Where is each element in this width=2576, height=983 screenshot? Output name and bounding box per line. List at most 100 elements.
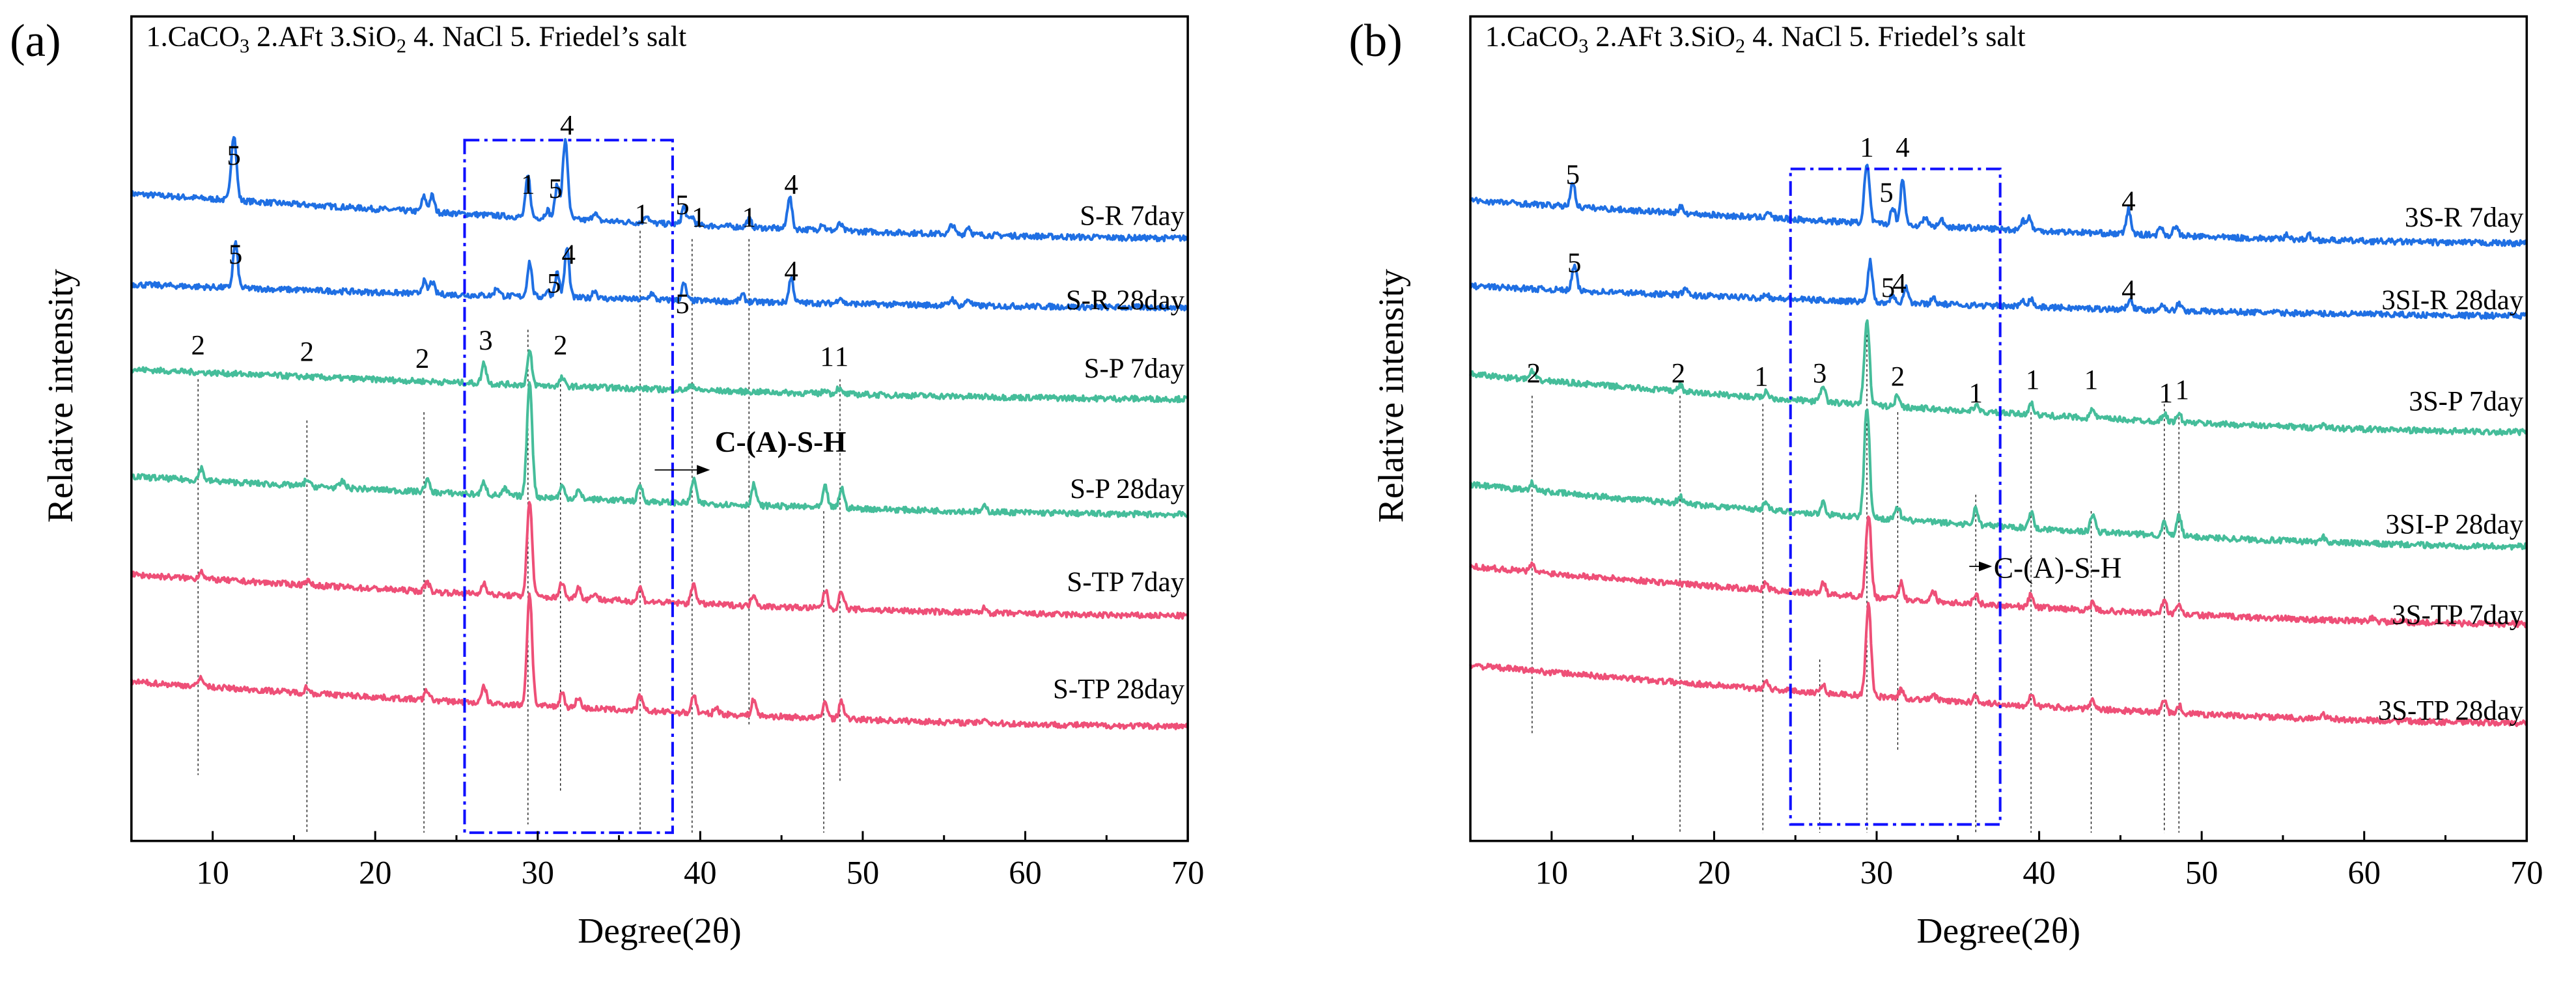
series-line-s-r-7day [130,135,1189,243]
csh-annotation: C-(A)-S-H [715,426,847,458]
peak-label: 4 [2121,275,2135,306]
panel-a: S-R 7day S-R 28day S-P 7day S-P 28day S-TP 7… [10,15,1204,951]
peak-label: 1 [521,170,535,201]
peak-label: 5 [1881,273,1895,303]
peak-label: 1 [2084,365,2098,396]
peak-label: 5 [547,269,561,299]
series-line-s-tp-7day [130,501,1188,620]
x-tick-label: 40 [684,854,716,891]
x-tick-label: 20 [1698,854,1730,891]
peak-label: 5 [227,141,240,171]
x-tick-label: 50 [847,854,879,891]
peak-label: 5 [1566,159,1580,190]
x-tick-label: 40 [2023,854,2055,891]
legend-text: 4. NaCl 5. Friedel’s salt [406,21,686,53]
legend-subscript: 3 [1578,35,1588,57]
peak-label: 2 [1891,362,1905,393]
csh-annotation: C-(A)-S-H [1994,552,2122,585]
legend-subscript: 2 [397,35,406,57]
x-tick-label: 60 [1009,854,1041,891]
series-label: S-P 7day [1084,353,1185,384]
x-tick-label: 10 [1535,854,1568,891]
peak-label: 2 [1672,359,1685,389]
series-line-3si-p-28day [1469,408,2528,551]
x-axis-title: Degree(2θ) [1916,911,2080,951]
x-tick-label: 70 [2510,854,2543,891]
peak-label: 1 [692,202,705,233]
series-label: S-R 28day [1066,285,1185,316]
x-tick-label: 10 [196,854,229,891]
series-line-3s-tp-7day [1469,515,2528,629]
peak-label: 2 [553,331,567,361]
series-label: S-TP 28day [1053,674,1185,705]
legend-text: 1.CaCO [1485,21,1578,53]
plot-frame [1469,15,2528,842]
series-label: 3S-TP 7day [2392,600,2524,631]
series-line-3s-tp-28day [1469,602,2528,727]
series-label: S-TP 7day [1067,567,1184,598]
compound-legend: 1.CaCO3 2.AFt 3.SiO2 4. NaCl 5. Friedel’… [1485,21,2026,57]
x-tick-label: 30 [522,854,554,891]
peak-label: 1 [1860,133,1873,163]
series-line-3s-p-7day [1469,319,2528,436]
peak-label: 2 [1527,359,1541,389]
series-line-3s-r-7day [1469,163,2528,247]
peak-label: 1 [742,202,756,233]
series-label: S-P 28day [1070,474,1184,505]
peak-label: 3 [479,325,492,356]
peak-label: 3 [1813,359,1827,389]
series-label: 3S-R 7day [2405,202,2524,233]
peak-label: 4 [784,256,798,287]
series-line-s-r-28day [130,240,1189,312]
x-tick-label: 30 [1860,854,1893,891]
series-line-s-p-7day [130,349,1188,404]
legend-subscript: 2 [1735,35,1745,57]
panel-label: (b) [1349,16,1402,66]
highlight-box [1789,167,2002,826]
arrowhead-icon [697,465,710,475]
peak-label: 5 [675,289,689,320]
y-axis-title: Relative intensity [41,269,81,523]
peak-label: 1 [1754,362,1768,393]
highlight-box [463,139,674,835]
series-label: 3S-TP 28day [2378,696,2524,727]
peak-label: 1 [2026,365,2039,396]
y-axis-title: Relative intensity [1372,269,1412,523]
peak-label: 4 [1892,269,1906,299]
x-axis-title: Degree(2θ) [578,911,742,951]
peak-label: 2 [300,337,314,368]
compound-legend: 1.CaCO3 2.AFt 3.SiO2 4. NaCl 5. Friedel’… [147,21,687,57]
x-tick-label: 60 [2348,854,2381,891]
panel-b: 3S-R 7day 3SI-R 28day 3S-P 7day 3SI-P 28day… [1349,15,2543,951]
legend-text: 2.AFt 3.SiO [1588,21,1735,53]
panel-label: (a) [10,16,61,66]
series-line-s-tp-28day [130,592,1189,730]
peak-label: 4 [560,110,574,141]
x-tick-label: 20 [359,854,391,891]
peak-label: 2 [415,344,429,374]
peak-label: 4 [784,170,798,201]
legend-subscript: 3 [240,35,249,57]
series-label: 3S-P 7day [2409,387,2523,417]
series-line-s-p-28day [130,381,1188,519]
series-line-3si-r-28day [1469,257,2527,320]
peak-label: 5 [1567,248,1581,279]
peak-label: 4 [2121,186,2135,217]
x-tick-label: 70 [1171,854,1204,891]
peak-label: 4 [561,240,575,270]
legend-text: 1.CaCO [147,21,240,53]
peak-label: 1 [635,199,649,230]
arrowhead-icon [1979,561,1993,572]
peak-label: 1 [835,342,848,372]
peak-label: 1 [1969,378,1983,409]
legend-text: 2.AFt 3.SiO [249,21,397,53]
peak-label: 2 [191,331,204,361]
peak-label: 1 [2159,378,2173,409]
series-label: 3SI-R 28day [2381,285,2523,316]
peak-label: 5 [675,190,689,221]
peak-label: 4 [1896,133,1909,163]
legend-text: 4. NaCl 5. Friedel’s salt [1745,21,2025,53]
peak-label: 5 [229,240,242,270]
series-label: S-R 7day [1080,201,1184,232]
